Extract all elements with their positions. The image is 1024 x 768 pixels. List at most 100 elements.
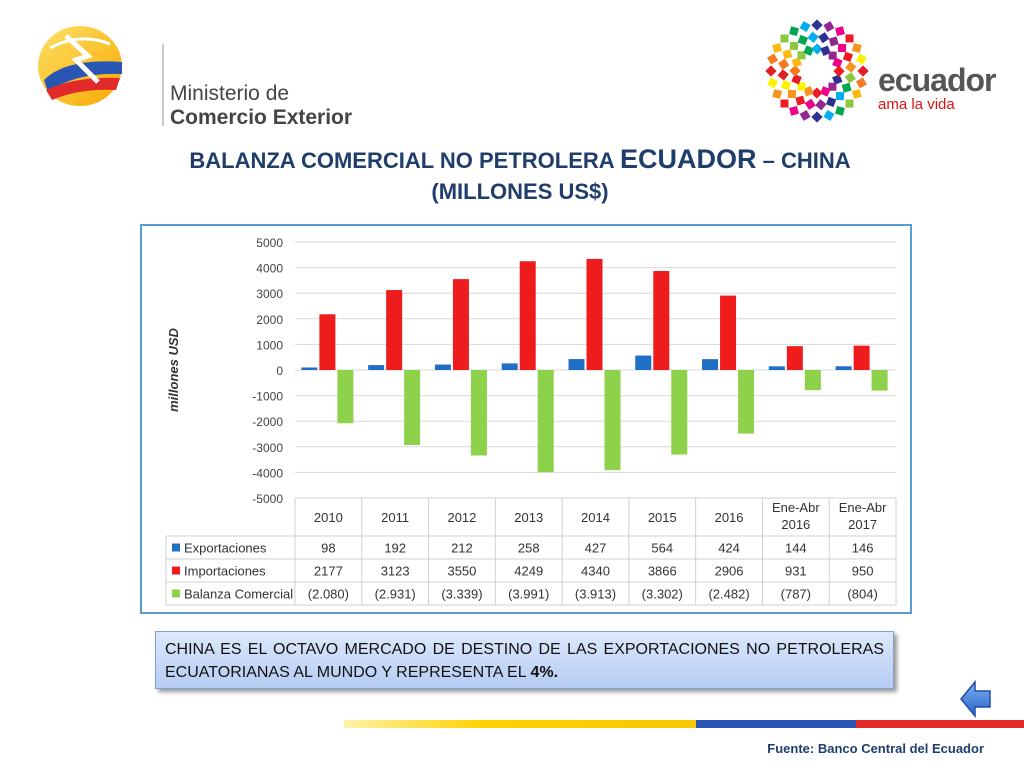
bar-exportaciones xyxy=(635,355,652,370)
data-label: 4340 xyxy=(581,564,610,579)
title-part1: BALANZA COMERCIAL NO PETROLERA xyxy=(189,148,620,173)
bar-exportaciones xyxy=(835,366,852,370)
title-line2: (MILLONES US$) xyxy=(431,179,609,204)
brand-tagline: ama la vida xyxy=(878,96,955,113)
bar-importaciones xyxy=(586,258,603,370)
data-label: 931 xyxy=(785,564,807,579)
data-label: 144 xyxy=(785,541,807,556)
bar-exportaciones xyxy=(434,364,451,370)
chart-frame xyxy=(140,224,912,614)
data-label: 3866 xyxy=(648,564,677,579)
ecuador-color-wheel-icon xyxy=(765,19,869,123)
data-label: 3550 xyxy=(447,564,476,579)
bar-balanza-comercial xyxy=(337,370,354,424)
brand-word: ecuador xyxy=(878,62,996,98)
bar-importaciones xyxy=(319,314,336,370)
data-label: (3.913) xyxy=(575,587,616,602)
category-label: 2010 xyxy=(314,510,343,525)
bar-importaciones xyxy=(653,271,670,370)
logo-divider xyxy=(162,44,164,126)
data-label: (3.302) xyxy=(642,587,683,602)
data-label: (2.931) xyxy=(375,587,416,602)
y-tick-label: 3000 xyxy=(256,287,283,301)
ministry-name-line2: Comercio Exterior xyxy=(170,106,353,129)
bar-exportaciones xyxy=(301,367,318,370)
bar-exportaciones xyxy=(501,363,518,370)
legend-swatch xyxy=(172,543,180,552)
bar-balanza-comercial xyxy=(604,370,621,471)
data-label: 98 xyxy=(321,541,335,556)
note-highlight: 4%. xyxy=(530,664,559,681)
y-axis-label: millones USD xyxy=(166,327,181,411)
category-label: 2016 xyxy=(781,517,810,532)
trade-balance-chart: 5000 4000 3000 2000 1000 0 -1000 -2000 -3000 -400… xyxy=(165,236,897,606)
y-tick-label: 1000 xyxy=(256,338,283,352)
page-title: BALANZA COMERCIAL NO PETROLERA ECUADOR –… xyxy=(150,144,890,207)
data-label: 2177 xyxy=(314,564,343,579)
data-label: 4249 xyxy=(514,564,543,579)
data-label: 2906 xyxy=(715,564,744,579)
y-tick-label: 5000 xyxy=(256,236,283,250)
bar-importaciones xyxy=(720,295,737,370)
legend-swatch xyxy=(172,566,180,575)
y-tick-label: -3000 xyxy=(252,441,283,455)
data-label: 146 xyxy=(852,541,874,556)
bar-importaciones xyxy=(386,290,403,370)
data-label: 212 xyxy=(451,541,473,556)
data-label: 424 xyxy=(718,541,740,556)
y-tick-label: -2000 xyxy=(252,415,283,429)
data-label: (2.080) xyxy=(308,587,349,602)
data-label: (787) xyxy=(781,587,811,602)
category-label: 2016 xyxy=(715,510,744,525)
title-part2: ECUADOR xyxy=(619,144,757,174)
bar-importaciones xyxy=(519,261,536,370)
ministry-logo: Ministerio de Comercio Exterior xyxy=(36,22,352,129)
title-part3: – CHINA xyxy=(756,148,851,173)
bar-importaciones xyxy=(786,346,803,370)
source-note: Fuente: Banco Central del Ecuador xyxy=(767,741,984,756)
category-label: 2011 xyxy=(381,510,409,525)
legend-label: Importaciones xyxy=(184,564,266,579)
y-tick-label: -4000 xyxy=(252,466,283,480)
ministry-emblem-icon xyxy=(38,26,122,106)
ministry-name-line1: Ministerio de xyxy=(170,82,290,105)
bar-balanza-comercial xyxy=(871,370,888,391)
y-tick-label: 0 xyxy=(276,364,283,378)
bar-exportaciones xyxy=(568,359,585,370)
y-tick-label: 2000 xyxy=(256,313,283,327)
legend-swatch xyxy=(172,589,180,598)
y-tick-label: 4000 xyxy=(256,262,283,276)
bar-importaciones xyxy=(452,279,469,370)
flag-stripe-yellow xyxy=(344,720,696,728)
note-text: CHINA ES EL OCTAVO MERCADO DE DESTINO DE… xyxy=(165,641,884,681)
bar-balanza-comercial xyxy=(738,370,755,434)
bar-balanza-comercial xyxy=(804,370,821,391)
category-label: 2012 xyxy=(447,510,476,525)
category-label: Ene-Abr xyxy=(839,500,887,515)
info-note: CHINA ES EL OCTAVO MERCADO DE DESTINO DE… xyxy=(155,631,894,689)
legend-label: Exportaciones xyxy=(184,541,267,556)
legend-label: Balanza Comercial xyxy=(184,587,293,602)
bar-balanza-comercial xyxy=(404,370,421,446)
y-tick-label: -1000 xyxy=(252,390,283,404)
back-arrow-icon[interactable] xyxy=(959,679,993,719)
data-label: 564 xyxy=(651,541,673,556)
data-label: 950 xyxy=(852,564,874,579)
data-label: (804) xyxy=(847,587,877,602)
data-label: 258 xyxy=(518,541,540,556)
category-label: 2017 xyxy=(848,517,877,532)
bar-balanza-comercial xyxy=(537,370,554,473)
data-label: (3.991) xyxy=(508,587,549,602)
data-label: 427 xyxy=(585,541,607,556)
category-label: 2014 xyxy=(581,510,610,525)
bar-exportaciones xyxy=(768,366,785,370)
bar-importaciones xyxy=(853,345,870,370)
y-tick-label: -5000 xyxy=(252,492,283,506)
bar-balanza-comercial xyxy=(470,370,487,456)
bar-exportaciones xyxy=(368,365,385,370)
flag-stripe-blue xyxy=(696,720,856,728)
data-label: (3.339) xyxy=(441,587,482,602)
category-label: 2015 xyxy=(648,510,677,525)
data-label: (2.482) xyxy=(708,587,749,602)
data-label: 3123 xyxy=(381,564,410,579)
